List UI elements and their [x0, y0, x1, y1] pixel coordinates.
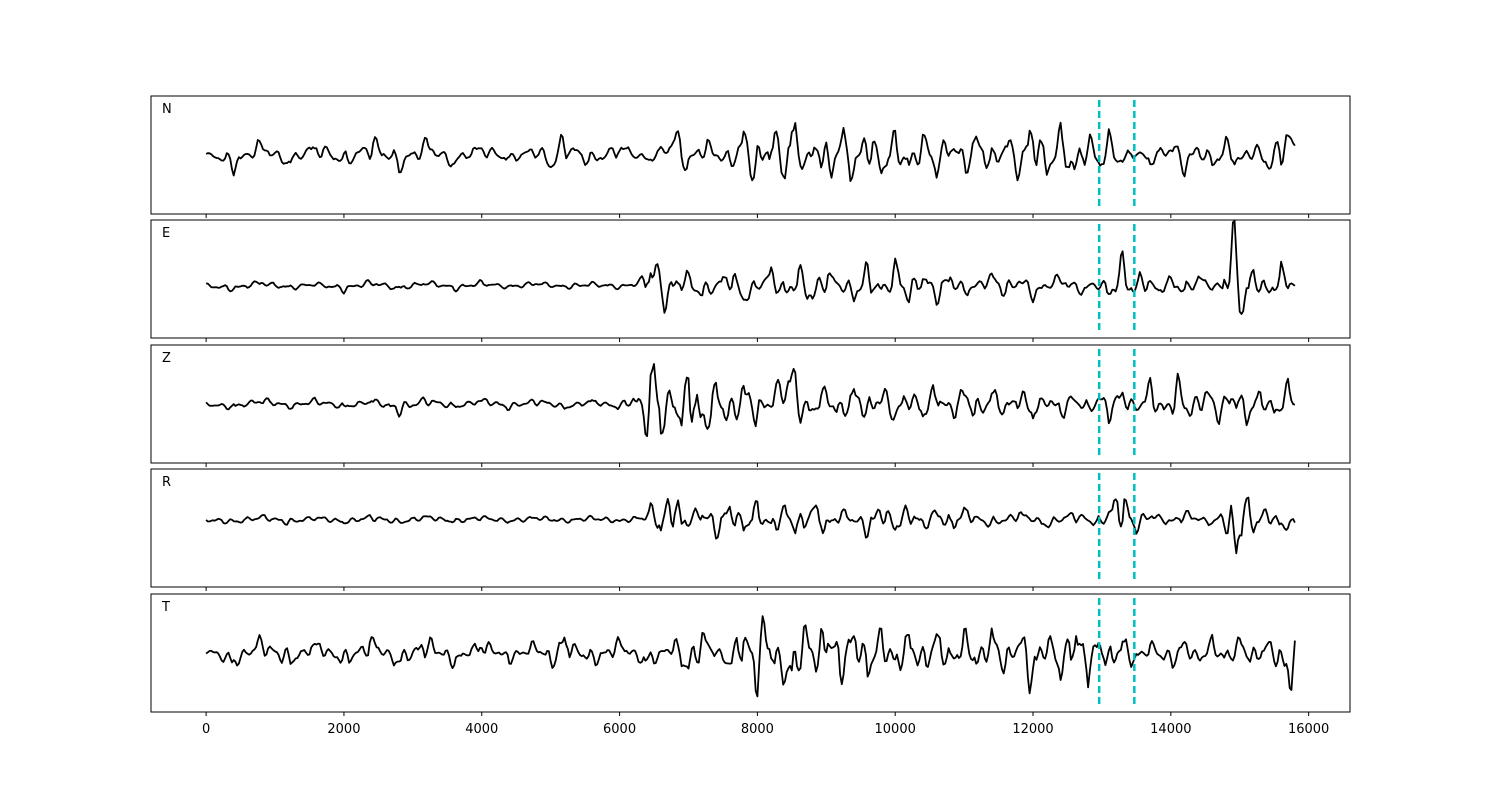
x-axis: 0 2000 4000 6000 8000 10000 12000 14000 16000 [202, 722, 1329, 737]
panel-t: T [150, 593, 1351, 716]
panel-label: T [161, 600, 170, 615]
panel-label: Z [162, 351, 171, 366]
waveform-line [205, 615, 1296, 698]
panel-e: E [150, 219, 1351, 342]
x-tick-label: 8000 [741, 722, 774, 737]
waveform-line [205, 219, 1296, 315]
x-tick-label: 0 [202, 722, 210, 737]
waveform-line [205, 121, 1296, 183]
panel-label: R [162, 475, 171, 490]
x-tick-label: 16000 [1288, 722, 1329, 737]
panel-frame [150, 95, 1351, 215]
waveform-line [205, 496, 1296, 555]
x-tick-label: 2000 [327, 722, 360, 737]
panel-label: E [162, 226, 170, 241]
panel-n: N [150, 95, 1351, 218]
panel-frame [150, 593, 1351, 713]
x-tick-label: 6000 [603, 722, 636, 737]
x-tick-label: 10000 [875, 722, 916, 737]
panel-frame [150, 219, 1351, 339]
panel-r: R [150, 468, 1351, 591]
panels-layer: N E Z R T [150, 95, 1351, 716]
x-tick-label: 12000 [1012, 722, 1053, 737]
waveform-line [205, 363, 1296, 438]
x-tick-label: 4000 [465, 722, 498, 737]
panel-z: Z [150, 344, 1351, 467]
x-tick-label: 14000 [1150, 722, 1191, 737]
panel-label: N [162, 102, 172, 117]
panel-frame [150, 468, 1351, 588]
